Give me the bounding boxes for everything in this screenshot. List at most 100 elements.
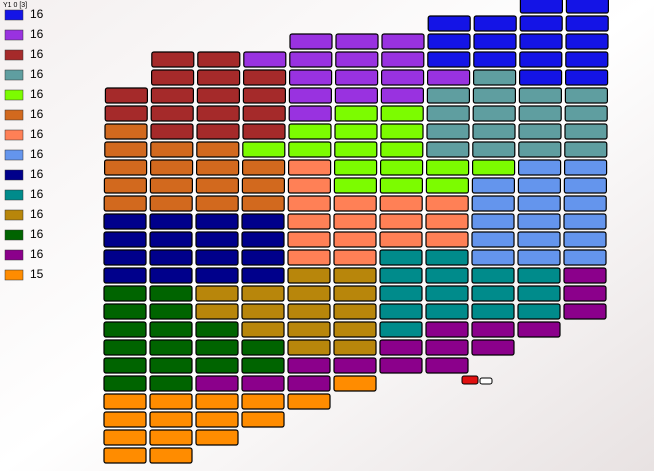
- block: [241, 339, 285, 356]
- block: [379, 339, 423, 356]
- legend-swatch: [4, 129, 24, 141]
- block: [518, 87, 563, 104]
- block: [379, 357, 423, 374]
- block: [195, 285, 239, 302]
- legend-count: 16: [30, 227, 44, 241]
- block: [241, 411, 285, 428]
- block: [287, 195, 331, 212]
- block: [425, 357, 469, 374]
- block: [287, 177, 331, 194]
- block: [103, 159, 148, 176]
- block: [103, 429, 147, 446]
- legend-count: 16: [30, 127, 44, 141]
- block: [427, 69, 471, 86]
- block: [517, 249, 561, 266]
- block: [196, 105, 240, 122]
- block: [517, 177, 562, 194]
- block: [149, 339, 193, 356]
- block: [241, 375, 285, 392]
- legend-swatch: [4, 249, 24, 261]
- marker-red: [461, 375, 479, 385]
- block: [425, 213, 469, 230]
- block: [425, 321, 469, 338]
- block: [149, 447, 193, 464]
- block: [103, 393, 147, 410]
- block: [242, 123, 286, 140]
- block: [241, 357, 285, 374]
- legend-swatch: [4, 9, 24, 21]
- block: [241, 267, 285, 284]
- block: [427, 33, 471, 50]
- block: [472, 87, 516, 104]
- block: [380, 123, 424, 140]
- block: [381, 69, 425, 86]
- block: [517, 267, 561, 284]
- block: [150, 159, 194, 176]
- block: [471, 231, 515, 248]
- block: [379, 249, 423, 266]
- block: [289, 33, 333, 50]
- block: [517, 213, 561, 230]
- block: [335, 69, 379, 86]
- block: [425, 231, 469, 248]
- block: [287, 321, 331, 338]
- block: [471, 249, 515, 266]
- block: [563, 159, 608, 176]
- block: [149, 375, 193, 392]
- legend-count: 16: [30, 7, 44, 21]
- legend-count: 16: [30, 167, 44, 181]
- block: [287, 303, 331, 320]
- block: [381, 33, 425, 50]
- block: [471, 321, 515, 338]
- block: [381, 51, 425, 68]
- block: [150, 141, 194, 158]
- legend-count: 16: [30, 247, 44, 261]
- block: [471, 267, 515, 284]
- block: [334, 105, 378, 122]
- legend-swatch: [4, 189, 24, 201]
- block: [517, 303, 561, 320]
- block: [150, 123, 194, 140]
- legend-swatch: [4, 89, 24, 101]
- block: [103, 339, 147, 356]
- block: [379, 213, 423, 230]
- block: [103, 267, 147, 284]
- block: [104, 123, 148, 140]
- block: [333, 195, 377, 212]
- block: [425, 249, 469, 266]
- block: [195, 195, 239, 212]
- block: [519, 33, 563, 50]
- block: [425, 339, 469, 356]
- block: [425, 177, 469, 194]
- legend-count: 16: [30, 147, 44, 161]
- block: [379, 321, 423, 338]
- block: [195, 213, 239, 230]
- block: [195, 249, 239, 266]
- block: [472, 159, 516, 176]
- block: [425, 195, 469, 212]
- block: [471, 285, 515, 302]
- block: [195, 429, 239, 446]
- block: [471, 195, 515, 212]
- block: [241, 177, 285, 194]
- block: [563, 177, 608, 194]
- block: [149, 285, 193, 302]
- block: [333, 213, 377, 230]
- block: [241, 285, 285, 302]
- block: [471, 213, 515, 230]
- block: [149, 231, 193, 248]
- legend-swatch: [4, 229, 24, 241]
- block: [287, 285, 331, 302]
- legend-swatch: [4, 149, 24, 161]
- block: [150, 87, 194, 104]
- marker-white: [479, 377, 493, 385]
- block: [103, 321, 147, 338]
- block: [195, 339, 239, 356]
- block: [104, 87, 149, 104]
- block: [471, 339, 515, 356]
- block: [335, 51, 379, 68]
- block: [472, 141, 516, 158]
- block: [473, 33, 517, 50]
- block: [334, 159, 378, 176]
